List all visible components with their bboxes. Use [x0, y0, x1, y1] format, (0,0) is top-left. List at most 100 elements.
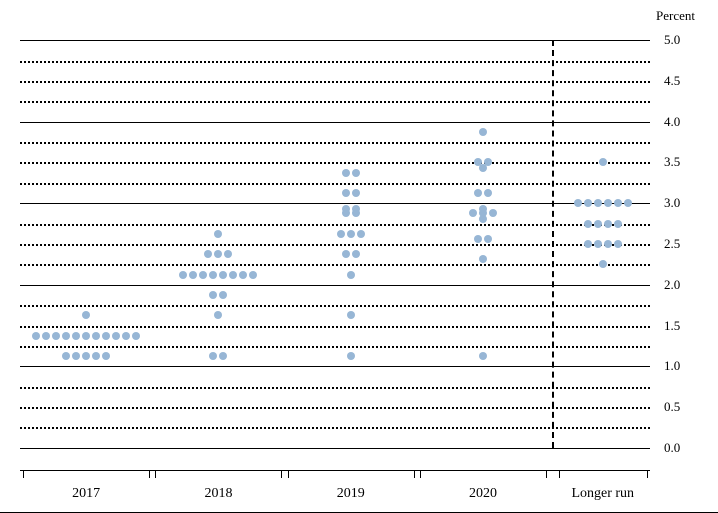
- y-tick-label: 1.5: [664, 318, 680, 334]
- data-dot: [624, 199, 632, 207]
- data-dot: [214, 311, 222, 319]
- data-dot: [249, 271, 257, 279]
- data-dot: [474, 235, 482, 243]
- data-dot: [352, 189, 360, 197]
- data-dot: [72, 332, 80, 340]
- data-dot: [72, 352, 80, 360]
- data-dot: [219, 271, 227, 279]
- gridline-minor: [20, 81, 650, 83]
- data-dot: [219, 352, 227, 360]
- data-dot: [337, 230, 345, 238]
- y-tick-label: 4.0: [664, 114, 680, 130]
- data-dot: [594, 240, 602, 248]
- data-dot: [209, 352, 217, 360]
- data-dot: [102, 332, 110, 340]
- gridline-minor: [20, 101, 650, 103]
- data-dot: [347, 271, 355, 279]
- data-dot: [484, 158, 492, 166]
- data-dot: [199, 271, 207, 279]
- data-dot: [352, 205, 360, 213]
- gridline-major: [20, 122, 650, 123]
- data-dot: [122, 332, 130, 340]
- gridline-major: [20, 203, 650, 204]
- data-dot: [599, 260, 607, 268]
- data-dot: [209, 271, 217, 279]
- y-tick-label: 1.0: [664, 358, 680, 374]
- data-dot: [479, 128, 487, 136]
- x-group-label: 2018: [204, 486, 232, 502]
- data-dot: [132, 332, 140, 340]
- data-dot: [347, 230, 355, 238]
- x-group-label: Longer run: [571, 486, 634, 502]
- data-dot: [469, 209, 477, 217]
- x-tick: [647, 470, 648, 478]
- x-group-label: 2020: [469, 486, 497, 502]
- data-dot: [52, 332, 60, 340]
- gridline-minor: [20, 326, 650, 328]
- data-dot: [352, 169, 360, 177]
- gridline-major: [20, 448, 650, 449]
- data-dot: [604, 240, 612, 248]
- x-group-label: 2017: [72, 486, 100, 502]
- y-tick-label: 0.0: [664, 440, 680, 456]
- gridline-minor: [20, 387, 650, 389]
- x-tick: [281, 470, 282, 478]
- data-dot: [189, 271, 197, 279]
- gridline-minor: [20, 162, 650, 164]
- x-tick: [414, 470, 415, 478]
- data-dot: [342, 205, 350, 213]
- y-tick-label: 2.0: [664, 277, 680, 293]
- x-tick: [288, 470, 289, 478]
- gridline-minor: [20, 346, 650, 348]
- data-dot: [474, 189, 482, 197]
- data-dot: [342, 169, 350, 177]
- data-dot: [357, 230, 365, 238]
- data-dot: [112, 332, 120, 340]
- data-dot: [484, 235, 492, 243]
- data-dot: [342, 250, 350, 258]
- group-separator: [552, 40, 554, 448]
- x-group-label: 2019: [337, 486, 365, 502]
- gridline-minor: [20, 244, 650, 246]
- x-baseline: [20, 470, 650, 471]
- data-dot: [82, 311, 90, 319]
- y-tick-label: 2.5: [664, 236, 680, 252]
- gridline-minor: [20, 305, 650, 307]
- data-dot: [239, 271, 247, 279]
- gridline-minor: [20, 264, 650, 266]
- gridline-minor: [20, 183, 650, 185]
- data-dot: [604, 220, 612, 228]
- x-tick: [23, 470, 24, 478]
- x-tick: [149, 470, 150, 478]
- data-dot: [604, 199, 612, 207]
- y-axis-title: Percent: [656, 8, 695, 24]
- y-tick-label: 0.5: [664, 399, 680, 415]
- data-dot: [479, 205, 487, 213]
- x-tick: [155, 470, 156, 478]
- gridline-minor: [20, 142, 650, 144]
- x-tick: [420, 470, 421, 478]
- x-tick: [559, 470, 560, 478]
- y-tick-label: 4.5: [664, 73, 680, 89]
- data-dot: [342, 189, 350, 197]
- data-dot: [214, 250, 222, 258]
- data-dot: [32, 332, 40, 340]
- gridline-major: [20, 40, 650, 41]
- data-dot: [584, 240, 592, 248]
- data-dot: [92, 352, 100, 360]
- data-dot: [209, 291, 217, 299]
- gridline-minor: [20, 61, 650, 63]
- data-dot: [229, 271, 237, 279]
- data-dot: [62, 352, 70, 360]
- data-dot: [102, 352, 110, 360]
- data-dot: [347, 311, 355, 319]
- data-dot: [594, 220, 602, 228]
- data-dot: [614, 220, 622, 228]
- data-dot: [484, 189, 492, 197]
- data-dot: [614, 199, 622, 207]
- data-dot: [479, 255, 487, 263]
- data-dot: [474, 158, 482, 166]
- data-dot: [62, 332, 70, 340]
- dot-plot: [20, 30, 650, 458]
- data-dot: [204, 250, 212, 258]
